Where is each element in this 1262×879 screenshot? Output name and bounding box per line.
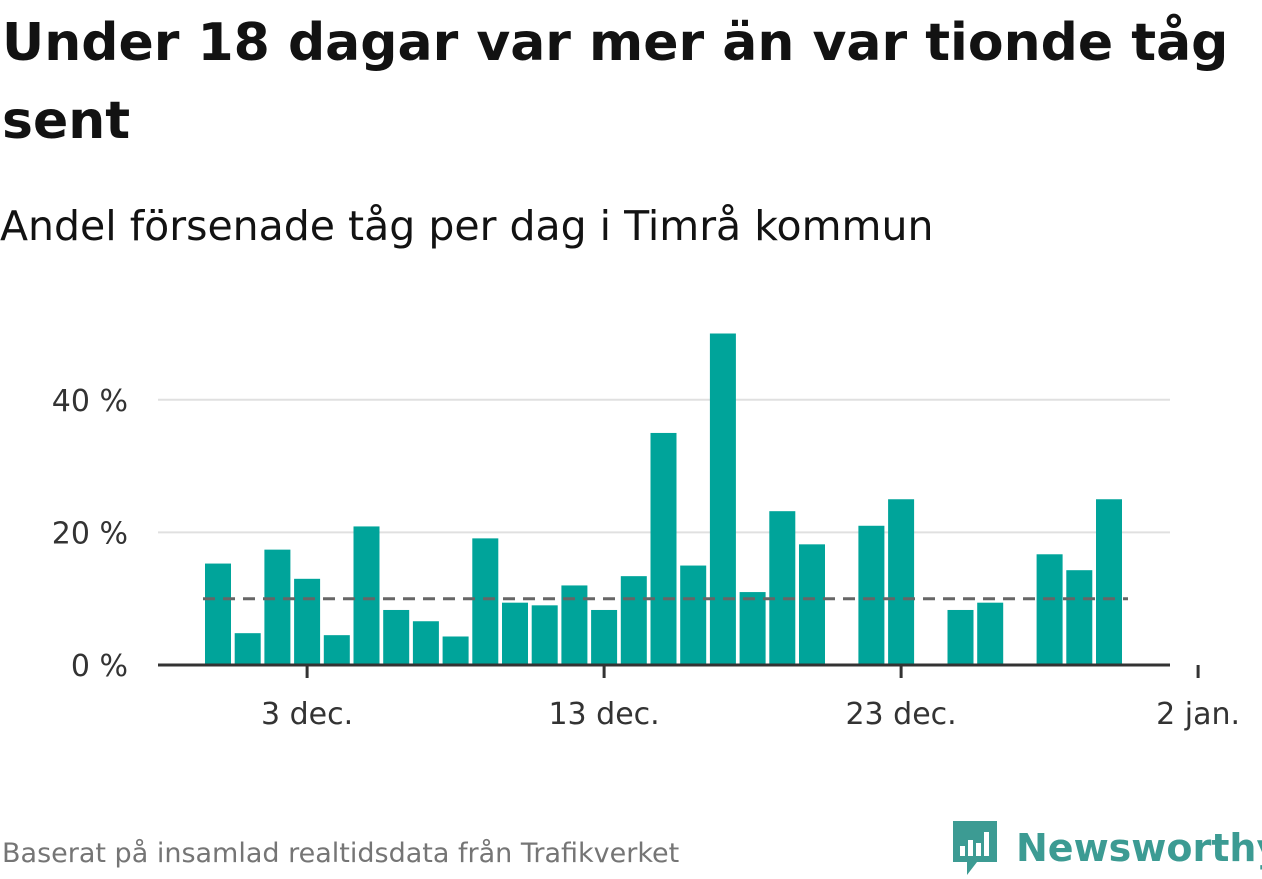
bar: [205, 563, 231, 665]
bar: [739, 592, 766, 665]
bar: [442, 636, 469, 665]
bar: [1036, 554, 1063, 665]
x-tick-label: 2 jan.: [1156, 697, 1240, 732]
chart-subtitle: Andel försenade tåg per dag i Timrå komm…: [0, 202, 934, 250]
y-tick-label: 20 %: [52, 516, 128, 551]
bar: [709, 333, 736, 665]
x-tick-label: 23 dec.: [845, 697, 956, 732]
bar: [858, 525, 885, 665]
chart-title: Under 18 dagar var mer än var tionde tåg…: [2, 13, 1229, 151]
bar: [620, 576, 647, 665]
y-tick-label: 0 %: [71, 649, 128, 684]
y-tick-label: 40 %: [52, 384, 128, 419]
y-axis-labels: 0 % 20 % 40 %: [52, 384, 128, 684]
bar: [264, 549, 291, 665]
bars: [205, 333, 1122, 665]
bar: [1096, 499, 1122, 665]
logo-text: Newsworthy: [1016, 826, 1262, 870]
x-tick-label: 13 dec.: [548, 697, 659, 732]
bar: [888, 499, 915, 665]
bar: [234, 633, 261, 665]
x-tick-label: 3 dec.: [261, 697, 353, 732]
bar: [977, 602, 1004, 665]
newsworthy-logo: Newsworthy: [950, 818, 1262, 878]
bar: [383, 609, 410, 665]
bar: [1066, 570, 1093, 665]
bar: [650, 432, 677, 665]
bar: [412, 621, 439, 665]
bar: [680, 565, 707, 665]
bar-chart: 0 % 20 % 40 % 3 dec. 13 dec. 23 dec. 2 jan.: [52, 333, 1240, 732]
bar: [323, 635, 350, 665]
bar: [947, 609, 974, 665]
bar: [294, 578, 321, 665]
bar: [472, 538, 499, 665]
x-axis-labels: 3 dec. 13 dec. 23 dec. 2 jan.: [261, 697, 1240, 732]
bar: [799, 544, 825, 665]
bar: [353, 526, 380, 665]
x-axis: [158, 663, 1200, 678]
newsworthy-logo-icon: [953, 821, 997, 875]
bar: [769, 511, 796, 665]
bar: [531, 605, 558, 665]
source-note: Baserat på insamlad realtidsdata från Tr…: [2, 838, 680, 869]
bar: [591, 609, 618, 665]
bar: [502, 602, 528, 665]
